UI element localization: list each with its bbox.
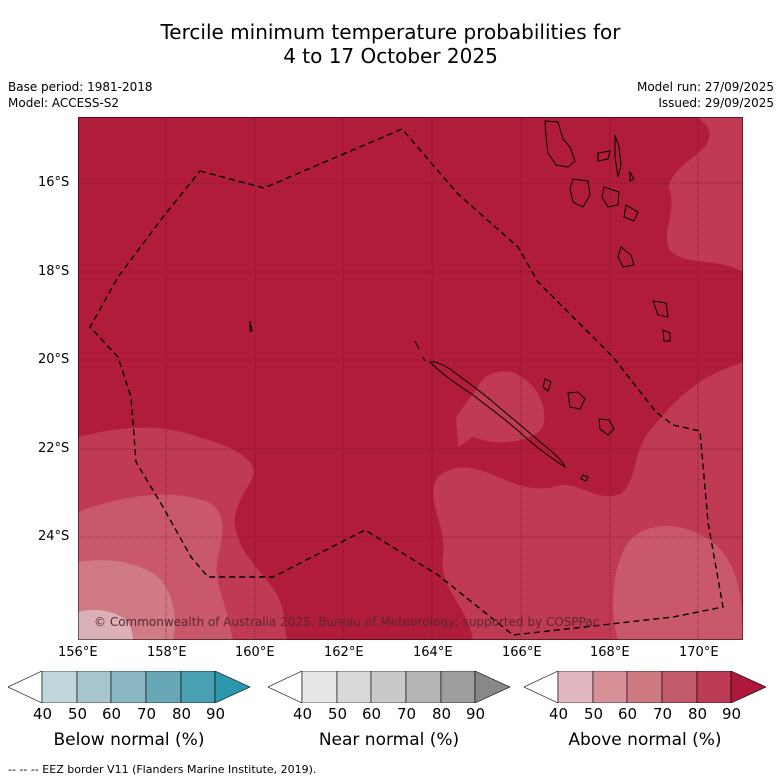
lon-tick-162e: 162°E (324, 645, 364, 660)
colorbar-segment (110, 671, 147, 703)
lon-tick-168e: 168°E (590, 645, 630, 660)
copyright-notice: © Commonwealth of Australia 2025, Bureau… (94, 615, 599, 629)
colorbar-segment (626, 671, 663, 703)
model-name: Model: ACCESS-S2 (8, 96, 120, 110)
colorbar-segment (76, 671, 112, 703)
cb-below-tick-40: 40 (33, 705, 53, 723)
cb-below-tick-80: 80 (172, 705, 192, 723)
colorbar-label-near: Near normal (%) (318, 730, 460, 750)
cb-near-tick-90: 90 (466, 705, 486, 723)
cb-below-tick-50: 50 (68, 705, 88, 723)
base-period: Base period: 1981-2018 (8, 80, 153, 94)
above-70-region-southeast (613, 526, 743, 640)
colorbar-segment (524, 671, 559, 703)
map-frame (78, 117, 743, 640)
cb-above-tick-60: 60 (618, 705, 638, 723)
lat-tick-16s: 16°S (38, 175, 70, 190)
cb-near-tick-50: 50 (328, 705, 348, 723)
colorbar-segment (405, 671, 442, 703)
lon-tick-170e: 170°E (679, 645, 719, 660)
colorbar-segment (268, 671, 303, 703)
colorbar-label-above: Above normal (%) (568, 730, 722, 750)
cb-near-tick-80: 80 (432, 705, 452, 723)
cb-above-tick-50: 50 (584, 705, 604, 723)
colorbar-segment (661, 671, 698, 703)
colorbar-segment (440, 671, 476, 703)
colorbar-segment (41, 671, 78, 703)
cb-above-tick-70: 70 (653, 705, 673, 723)
colorbar-segment (474, 671, 511, 703)
model-run: Model run: 27/09/2025 (636, 80, 774, 94)
lon-tick-166e: 166°E (502, 645, 542, 660)
colorbar-segment (8, 671, 43, 703)
colorbar-segment (730, 671, 767, 703)
lon-tick-160e: 160°E (235, 645, 275, 660)
lat-tick-20s: 20°S (38, 352, 70, 367)
colorbar-label-below: Below normal (%) (53, 730, 205, 750)
lon-tick-164e: 164°E (413, 645, 453, 660)
colorbar-above-normal (524, 671, 767, 703)
lon-tick-156e: 156°E (58, 645, 98, 660)
coastlines (249, 120, 671, 482)
colorbar-segment (214, 671, 251, 703)
cb-above-tick-80: 80 (688, 705, 708, 723)
cb-near-tick-70: 70 (397, 705, 417, 723)
colorbar-below-normal (8, 671, 251, 703)
issued-date: Issued: 29/09/2025 (658, 96, 774, 110)
cb-near-tick-60: 60 (362, 705, 382, 723)
colorbar-segment (301, 671, 338, 703)
colorbar-segment (592, 671, 628, 703)
eez-footnote: -- -- -- EEZ border V11 (Flanders Marine… (8, 763, 317, 776)
colorbar-segment (557, 671, 594, 703)
gridlines (78, 117, 743, 640)
cb-below-tick-90: 90 (206, 705, 226, 723)
chart-title-line-1: Tercile minimum temperature probabilitie… (160, 20, 621, 44)
probability-map: © Commonwealth of Australia 2025, Bureau… (78, 117, 743, 640)
cb-near-tick-40: 40 (293, 705, 313, 723)
lat-tick-22s: 22°S (38, 441, 70, 456)
cb-above-tick-40: 40 (549, 705, 569, 723)
colorbar-near-normal (268, 671, 511, 703)
lat-tick-18s: 18°S (38, 264, 70, 279)
eez-border (89, 128, 724, 636)
colorbar-segment (696, 671, 732, 703)
colorbar-segment (180, 671, 216, 703)
above-80-region-northeast (666, 117, 743, 272)
lat-tick-24s: 24°S (38, 529, 70, 544)
lon-tick-158e: 158°E (147, 645, 187, 660)
colorbar-segment (145, 671, 182, 703)
above-50-region-southwest (78, 610, 133, 640)
colorbar-segment (336, 671, 372, 703)
cb-above-tick-90: 90 (722, 705, 742, 723)
cb-below-tick-60: 60 (102, 705, 122, 723)
colorbar-segment (370, 671, 407, 703)
cb-below-tick-70: 70 (137, 705, 157, 723)
chart-title-line-2: 4 to 17 October 2025 (283, 44, 498, 68)
